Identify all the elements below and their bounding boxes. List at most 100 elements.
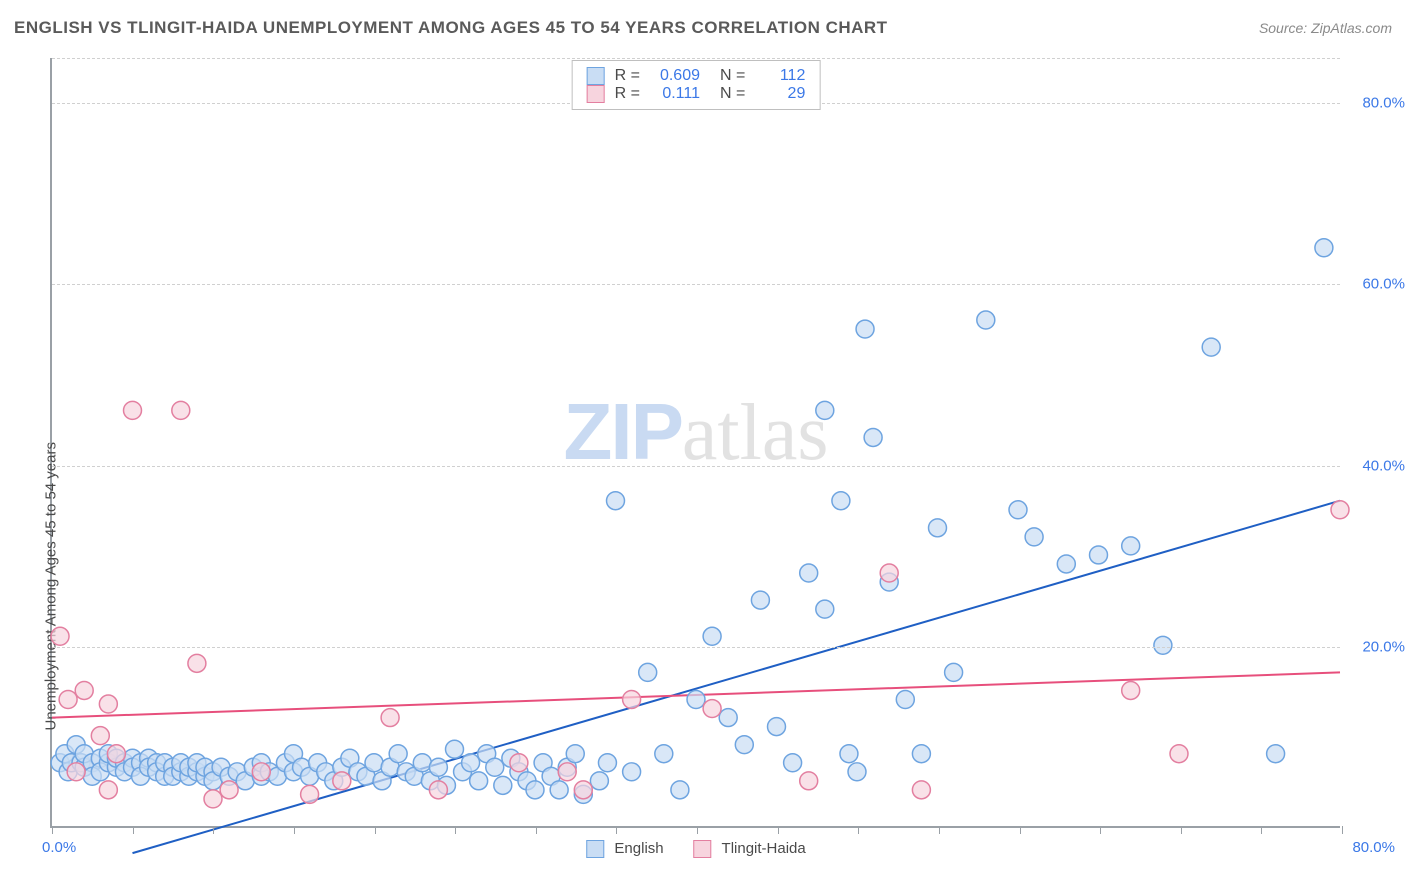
data-point xyxy=(526,781,544,799)
data-point xyxy=(639,663,657,681)
data-point xyxy=(719,709,737,727)
x-tick xyxy=(1342,826,1343,834)
stats-row-tlingit: R = 0.111 N = 29 xyxy=(587,85,806,103)
data-point xyxy=(598,754,616,772)
x-tick xyxy=(1261,826,1262,834)
data-point xyxy=(1122,681,1140,699)
data-point xyxy=(912,781,930,799)
stat-n-label: N = xyxy=(720,85,745,103)
gridline-h xyxy=(52,647,1340,648)
data-point xyxy=(1315,239,1333,257)
legend-item-english: English xyxy=(586,840,663,858)
data-point xyxy=(333,772,351,790)
x-tick xyxy=(294,826,295,834)
gridline-h xyxy=(52,466,1340,467)
data-point xyxy=(655,745,673,763)
data-point xyxy=(784,754,802,772)
data-point xyxy=(220,781,238,799)
data-point xyxy=(896,691,914,709)
data-point xyxy=(429,781,447,799)
legend: English Tlingit-Haida xyxy=(586,840,805,858)
stat-n-value-tlingit: 29 xyxy=(755,85,805,103)
x-tick xyxy=(455,826,456,834)
data-point xyxy=(929,519,947,537)
data-point xyxy=(687,691,705,709)
data-point xyxy=(1331,501,1349,519)
data-point xyxy=(389,745,407,763)
data-point xyxy=(365,754,383,772)
data-point xyxy=(816,401,834,419)
data-point xyxy=(124,401,142,419)
stat-n-value-english: 112 xyxy=(755,67,805,85)
chart-title: ENGLISH VS TLINGIT-HAIDA UNEMPLOYMENT AM… xyxy=(14,18,888,38)
data-point xyxy=(840,745,858,763)
data-point xyxy=(301,785,319,803)
data-point xyxy=(1170,745,1188,763)
data-point xyxy=(977,311,995,329)
data-point xyxy=(470,772,488,790)
data-point xyxy=(462,754,480,772)
data-point xyxy=(550,781,568,799)
data-point xyxy=(1090,546,1108,564)
x-tick xyxy=(778,826,779,834)
data-point xyxy=(1009,501,1027,519)
data-point xyxy=(880,564,898,582)
data-point xyxy=(1267,745,1285,763)
data-point xyxy=(1057,555,1075,573)
x-tick xyxy=(1100,826,1101,834)
chart-svg xyxy=(52,58,1340,826)
data-point xyxy=(75,681,93,699)
legend-swatch-tlingit xyxy=(694,840,712,858)
stats-swatch-tlingit xyxy=(587,85,605,103)
y-tick-label: 20.0% xyxy=(1362,638,1405,655)
y-tick-label: 80.0% xyxy=(1362,95,1405,112)
scatter-plot: Unemployment Among Ages 45 to 54 years Z… xyxy=(50,58,1340,828)
stat-n-label: N = xyxy=(720,67,745,85)
data-point xyxy=(800,772,818,790)
stats-row-english: R = 0.609 N = 112 xyxy=(587,67,806,85)
data-point xyxy=(51,627,69,645)
data-point xyxy=(816,600,834,618)
legend-swatch-english xyxy=(586,840,604,858)
stat-r-label: R = xyxy=(615,67,640,85)
source-attribution: Source: ZipAtlas.com xyxy=(1259,20,1392,36)
stat-r-label: R = xyxy=(615,85,640,103)
data-point xyxy=(623,691,641,709)
x-tick xyxy=(858,826,859,834)
legend-label-tlingit: Tlingit-Haida xyxy=(722,840,806,857)
data-point xyxy=(945,663,963,681)
legend-label-english: English xyxy=(614,840,663,857)
data-point xyxy=(446,740,464,758)
data-point xyxy=(172,401,190,419)
x-tick xyxy=(213,826,214,834)
x-tick xyxy=(133,826,134,834)
data-point xyxy=(703,700,721,718)
x-tick xyxy=(1020,826,1021,834)
stat-r-value-tlingit: 0.111 xyxy=(650,85,700,103)
data-point xyxy=(381,709,399,727)
data-point xyxy=(188,654,206,672)
data-point xyxy=(912,745,930,763)
x-tick xyxy=(616,826,617,834)
data-point xyxy=(558,763,576,781)
x-tick xyxy=(375,826,376,834)
data-point xyxy=(671,781,689,799)
data-point xyxy=(1202,338,1220,356)
x-tick xyxy=(939,826,940,834)
data-point xyxy=(607,492,625,510)
y-tick-label: 60.0% xyxy=(1362,276,1405,293)
data-point xyxy=(91,727,109,745)
data-point xyxy=(99,695,117,713)
data-point xyxy=(1025,528,1043,546)
data-point xyxy=(486,758,504,776)
y-tick-label: 40.0% xyxy=(1362,457,1405,474)
stats-swatch-english xyxy=(587,67,605,85)
legend-item-tlingit: Tlingit-Haida xyxy=(694,840,806,858)
data-point xyxy=(510,754,528,772)
data-point xyxy=(623,763,641,781)
data-point xyxy=(59,691,77,709)
x-tick xyxy=(697,826,698,834)
x-tick xyxy=(52,826,53,834)
x-tick xyxy=(536,826,537,834)
data-point xyxy=(413,754,431,772)
